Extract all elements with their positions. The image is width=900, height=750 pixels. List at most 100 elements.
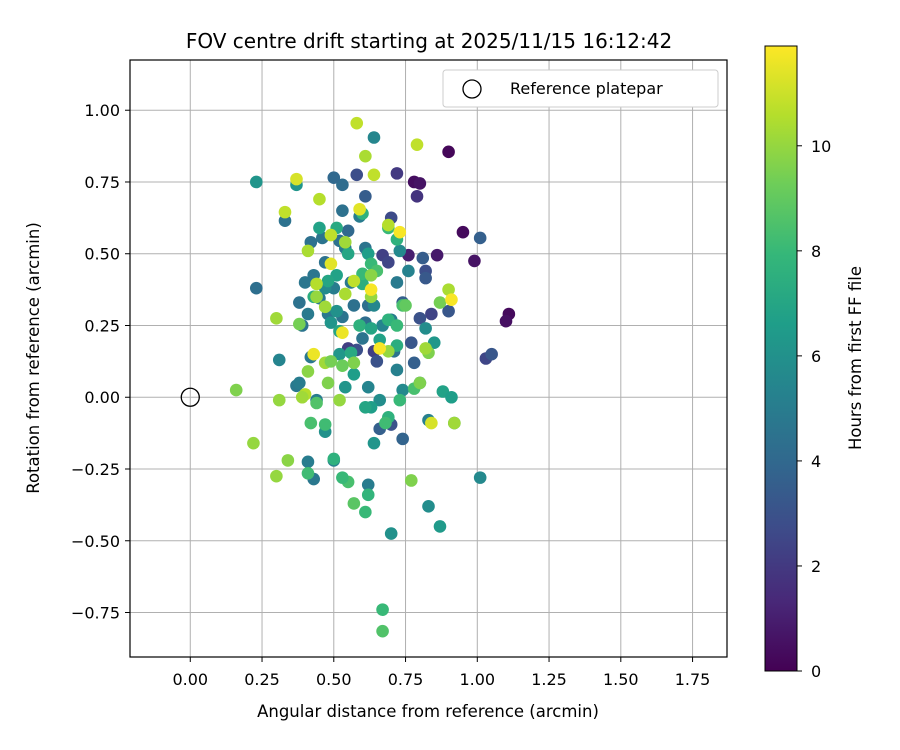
data-point (322, 377, 335, 390)
data-point (230, 384, 243, 397)
data-point (445, 391, 458, 404)
y-tick-label: 0.50 (84, 245, 120, 264)
data-point (396, 433, 409, 446)
data-point (379, 417, 392, 430)
data-point (419, 272, 432, 285)
data-point (422, 500, 435, 513)
data-point (310, 278, 323, 291)
data-point (399, 299, 412, 312)
colorbar-tick-label: 0 (811, 662, 821, 681)
data-point (393, 226, 406, 239)
data-point (348, 497, 361, 510)
colorbar-tick-label: 8 (811, 242, 821, 261)
data-point (405, 474, 418, 487)
data-point (250, 282, 263, 295)
legend: Reference platepar (443, 70, 718, 107)
data-point (359, 150, 372, 163)
data-point (327, 171, 340, 184)
data-point (302, 456, 315, 469)
data-point (402, 265, 415, 278)
data-point (391, 364, 404, 377)
points (230, 117, 515, 638)
data-point (411, 138, 424, 151)
data-point (457, 226, 470, 239)
data-point (293, 296, 306, 309)
data-point (302, 308, 315, 321)
x-tick-label: 0.25 (244, 670, 280, 689)
data-point (359, 401, 372, 414)
data-point (431, 249, 444, 262)
data-point (419, 342, 432, 355)
y-axis-ticks: −0.75−0.50−0.250.000.250.500.751.00 (71, 101, 130, 622)
y-tick-label: 0.75 (84, 173, 120, 192)
data-point (342, 247, 355, 260)
data-point (368, 169, 381, 182)
data-point (445, 293, 458, 306)
data-point (336, 359, 349, 372)
data-point (414, 377, 427, 390)
data-point (365, 269, 378, 282)
data-point (391, 167, 404, 180)
data-point (270, 470, 283, 483)
data-point (313, 193, 326, 206)
data-point (359, 190, 372, 203)
x-tick-label: 1.75 (675, 670, 711, 689)
x-tick-label: 1.25 (531, 670, 567, 689)
data-point (405, 336, 418, 349)
data-point (313, 222, 326, 235)
data-point (305, 417, 318, 430)
data-point (307, 348, 320, 361)
data-point (376, 625, 389, 638)
data-point (376, 603, 389, 616)
data-point (336, 471, 349, 484)
data-point (368, 131, 381, 144)
data-point (270, 312, 283, 325)
data-point (296, 391, 309, 404)
data-point (348, 357, 361, 370)
data-point (348, 368, 361, 381)
data-point (342, 224, 355, 237)
data-point (319, 418, 332, 431)
data-point (339, 236, 352, 249)
data-point (425, 308, 438, 321)
colorbar-tick-label: 2 (811, 557, 821, 576)
data-point (339, 288, 352, 301)
data-point (382, 256, 395, 269)
y-tick-label: −0.50 (71, 532, 120, 551)
data-point (500, 315, 513, 328)
data-point (393, 245, 406, 258)
data-point (350, 117, 363, 130)
data-point (362, 489, 375, 502)
data-point (368, 437, 381, 450)
data-point (290, 173, 303, 186)
data-point (302, 365, 315, 378)
data-point (382, 219, 395, 232)
data-point (302, 467, 315, 480)
data-point (371, 355, 384, 368)
data-point (325, 355, 338, 368)
legend-entry-reference: Reference platepar (510, 79, 663, 98)
colorbar (765, 46, 797, 671)
data-point (373, 342, 386, 355)
data-point (362, 381, 375, 394)
data-point (350, 169, 363, 182)
data-point (319, 301, 332, 314)
data-point (474, 471, 487, 484)
data-point (348, 275, 361, 288)
data-point (442, 146, 455, 159)
data-point (325, 257, 338, 270)
data-point (434, 296, 447, 309)
data-point (353, 203, 366, 216)
data-point (391, 276, 404, 289)
colorbar-tick-label: 10 (811, 137, 831, 156)
data-point (273, 354, 286, 367)
data-point (468, 255, 481, 268)
data-point (293, 377, 306, 390)
data-point (310, 290, 323, 303)
y-tick-label: 0.25 (84, 316, 120, 335)
y-tick-label: −0.25 (71, 460, 120, 479)
data-point (353, 319, 366, 332)
x-tick-label: 0.75 (388, 670, 424, 689)
y-tick-label: 0.00 (84, 388, 120, 407)
